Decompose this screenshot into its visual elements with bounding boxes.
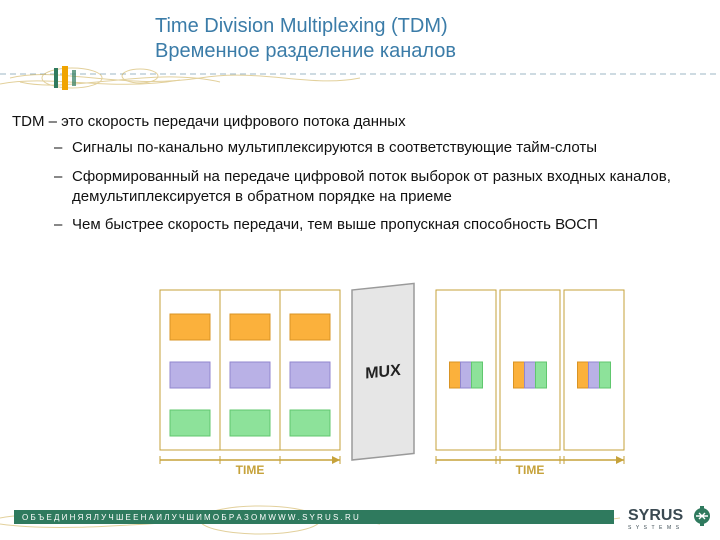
- svg-text:S Y S T E M S: S Y S T E M S: [628, 525, 681, 531]
- svg-text:TIME: TIME: [236, 463, 265, 477]
- title-line-1: Time Division Multiplexing (TDM): [155, 14, 456, 39]
- svg-text:SYRUS: SYRUS: [628, 507, 683, 524]
- footer: О Б Ъ Е Д И Н Я Я Л У Ч Ш Е Е Н А И Л У …: [0, 494, 720, 540]
- lead-text: – это скорость передачи цифрового потока…: [45, 113, 406, 130]
- lead-prefix: TDM: [12, 113, 45, 130]
- page-title: Time Division Multiplexing (TDM) Временн…: [155, 14, 456, 64]
- bullet-item: Сформированный на передаче цифровой пото…: [54, 167, 712, 208]
- title-line-2: Временное разделение каналов: [155, 39, 456, 64]
- bullet-item: Чем быстрее скорость передачи, тем выше …: [54, 215, 712, 235]
- lead-line: TDM – это скорость передачи цифрового по…: [12, 112, 712, 132]
- svg-text:TIME: TIME: [516, 463, 545, 477]
- syrus-logo: SYRUS S Y S T E M S: [628, 506, 710, 531]
- top-decoration: [0, 64, 720, 92]
- footer-text: О Б Ъ Е Д И Н Я Я Л У Ч Ш Е Е Н А И Л У …: [22, 513, 359, 522]
- bullet-list: TDM – это скорость передачи цифрового по…: [12, 112, 712, 243]
- svg-text:MUX: MUX: [365, 361, 401, 383]
- tdm-diagram: TIME MUX TIME: [0, 280, 720, 490]
- bullet-item: Сигналы по-канально мультиплексируются в…: [54, 138, 712, 158]
